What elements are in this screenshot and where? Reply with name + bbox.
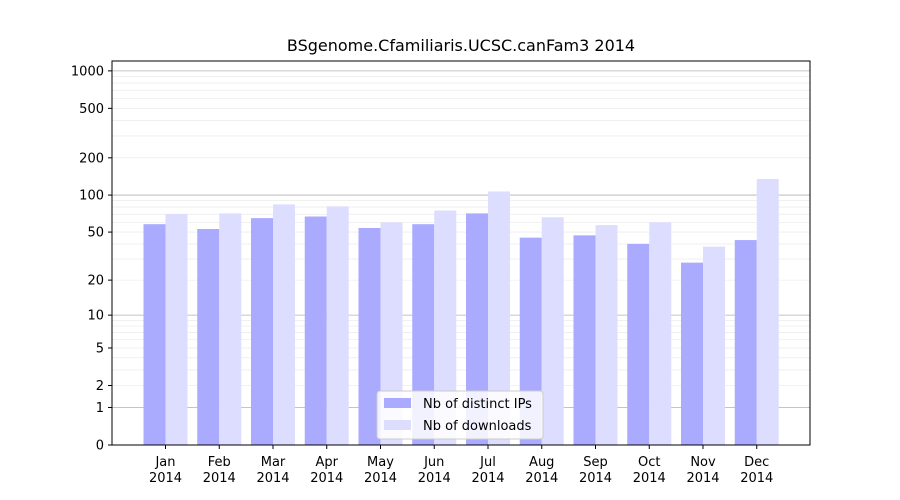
- bar-distinct-ips: [304, 216, 327, 445]
- plot-frame: [111, 60, 811, 446]
- y-tick-label: 500: [79, 102, 104, 117]
- x-tick-label: May 2014: [364, 455, 397, 486]
- bar-downloads: [219, 213, 242, 445]
- y-tick-label: 1: [96, 401, 104, 416]
- bar-downloads: [434, 210, 457, 445]
- legend-swatch: [384, 420, 411, 430]
- x-tick-label: Mar 2014: [256, 455, 289, 486]
- x-tick-label: Jan 2014: [149, 455, 182, 486]
- legend-swatch: [384, 398, 411, 408]
- bar-distinct-ips: [143, 224, 166, 445]
- bar-distinct-ips: [466, 213, 488, 445]
- bar-distinct-ips: [412, 224, 435, 445]
- y-tick-label: 1000: [71, 64, 104, 79]
- chart-title: BSgenome.Cfamiliaris.UCSC.canFam3 2014: [287, 36, 635, 55]
- bar-distinct-ips: [573, 235, 596, 445]
- bar-distinct-ips: [627, 243, 650, 445]
- y-tick-label: 50: [87, 226, 104, 241]
- bar-distinct-ips: [681, 262, 703, 445]
- bar-downloads: [541, 217, 564, 445]
- x-tick-label: Oct 2014: [633, 455, 666, 486]
- x-axis: Jan 2014 Feb 2014 Mar 2014 Apr 2014 May 2014 Jun 20…: [149, 445, 773, 486]
- y-tick-label: 20: [87, 274, 104, 289]
- bar-downloads: [756, 178, 779, 445]
- y-tick-label: 200: [79, 151, 104, 166]
- y-tick-label: 0: [96, 439, 104, 454]
- y-tick-label: 2: [96, 379, 104, 394]
- x-tick-label: Dec 2014: [740, 455, 773, 486]
- bar-downloads: [649, 222, 672, 445]
- bar-downloads: [165, 214, 188, 445]
- bar-distinct-ips: [251, 218, 273, 445]
- y-tick-label: 100: [79, 189, 104, 204]
- legend-box: [376, 390, 544, 440]
- x-tick-label: Sep 2014: [579, 455, 612, 486]
- bars: [143, 178, 779, 445]
- bar-downloads: [488, 191, 510, 445]
- bar-downloads: [326, 206, 349, 445]
- x-tick-label: Jul 2014: [471, 455, 504, 486]
- bar-downloads: [595, 225, 618, 445]
- bar-downloads: [273, 204, 295, 445]
- legend-label: Nb of downloads: [423, 419, 532, 434]
- y-axis: 0 1 2 5 10 20 50 100 200 500 1000: [71, 64, 112, 454]
- bar-downloads: [380, 222, 403, 445]
- legend: Nb of distinct IPs Nb of downloads: [376, 390, 544, 440]
- bar-distinct-ips: [734, 240, 757, 445]
- bar-downloads: [703, 246, 725, 445]
- x-tick-label: Jun 2014: [418, 455, 451, 486]
- x-tick-label: Feb 2014: [203, 455, 236, 486]
- y-tick-label: 10: [87, 309, 104, 324]
- x-tick-label: Apr 2014: [310, 455, 343, 486]
- x-tick-label: Aug 2014: [525, 455, 558, 486]
- bar-distinct-ips: [358, 227, 381, 445]
- y-tick-label: 5: [96, 341, 104, 356]
- x-tick-label: Nov 2014: [686, 455, 719, 486]
- legend-label: Nb of distinct IPs: [423, 397, 532, 412]
- bar-distinct-ips: [197, 228, 220, 445]
